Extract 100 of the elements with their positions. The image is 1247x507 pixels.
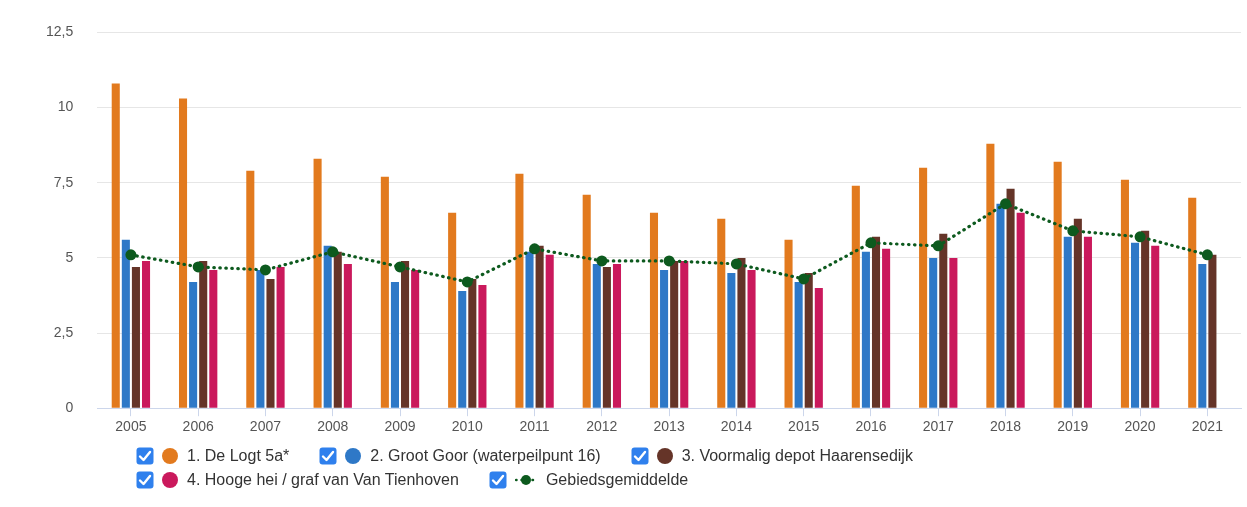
x-tick-label: 2020 — [1124, 418, 1156, 435]
bar — [178, 98, 188, 408]
bar — [1016, 212, 1025, 408]
bar — [1208, 254, 1217, 408]
bar — [323, 245, 332, 408]
bar — [1120, 179, 1129, 408]
legend-label: 1. De Logt 5a* — [187, 447, 290, 465]
bar — [525, 251, 534, 408]
bar — [199, 260, 208, 408]
bar — [448, 212, 457, 408]
point — [798, 273, 810, 285]
bar — [468, 278, 477, 408]
bar — [737, 257, 746, 408]
bar — [804, 272, 813, 408]
point — [596, 255, 608, 267]
bar — [535, 245, 544, 408]
point — [259, 264, 271, 276]
x-tick-label: 2018 — [989, 418, 1022, 435]
bar — [602, 266, 611, 408]
point — [1067, 225, 1079, 237]
point — [125, 249, 137, 261]
bar — [592, 263, 601, 408]
x-tick-label: 2007 — [249, 418, 282, 435]
x-tick-label: 2009 — [384, 418, 416, 435]
bar — [784, 239, 793, 408]
legend-label: 2. Groot Goor (waterpeilpunt 16) — [370, 447, 601, 465]
bar — [861, 251, 870, 408]
y-tick-label: 12,5 — [46, 23, 74, 40]
bar — [1006, 188, 1015, 408]
bar — [949, 257, 958, 408]
bar — [882, 248, 891, 408]
x-tick-label: 2008 — [317, 418, 349, 435]
bar — [794, 281, 803, 408]
bar — [747, 269, 756, 408]
bar — [727, 272, 736, 408]
x-tick-label: 2010 — [451, 418, 484, 435]
x-tick-label: 2011 — [519, 418, 550, 435]
bar — [1131, 242, 1140, 408]
point — [461, 276, 473, 288]
bar — [851, 185, 860, 408]
point — [865, 237, 877, 249]
x-tick-label: 2013 — [653, 418, 685, 435]
x-tick-label: 2015 — [788, 418, 820, 435]
point — [327, 246, 339, 258]
x-tick-label: 2006 — [182, 418, 214, 435]
bar — [919, 167, 928, 408]
bar — [1063, 236, 1072, 408]
bar — [313, 158, 322, 408]
point — [1134, 231, 1146, 243]
point — [730, 258, 742, 270]
bar — [131, 266, 140, 408]
point — [529, 243, 541, 255]
bar — [343, 263, 352, 408]
x-tick-label: 2016 — [855, 418, 887, 435]
point — [932, 240, 944, 252]
bar — [515, 173, 524, 408]
x-tick-label: 2005 — [115, 418, 147, 435]
y-tick-label: 10 — [57, 98, 74, 115]
y-tick-label: 5 — [65, 248, 74, 265]
point — [192, 261, 204, 273]
bar — [189, 281, 198, 408]
bar — [1151, 245, 1160, 408]
point — [394, 261, 406, 273]
bar — [649, 212, 659, 408]
bar — [1073, 218, 1082, 408]
bar — [670, 260, 679, 408]
y-tick-label: 0 — [65, 399, 74, 416]
bar — [141, 260, 151, 408]
x-tick-label: 2019 — [1057, 418, 1089, 435]
bar — [717, 218, 726, 408]
y-tick-label: 7,5 — [53, 173, 74, 190]
bar — [986, 143, 995, 408]
bar — [256, 269, 265, 408]
bar — [390, 281, 399, 408]
x-tick-label: 2014 — [720, 418, 753, 435]
x-tick-label: 2017 — [922, 418, 955, 435]
bar — [401, 260, 410, 408]
legend-label: 4. Hooge hei / graf van Van Tienhoven — [187, 471, 459, 489]
bar — [411, 269, 420, 408]
bar — [929, 257, 938, 408]
bar — [680, 260, 689, 408]
bar — [1053, 161, 1062, 408]
bar — [871, 236, 881, 408]
bar — [939, 233, 948, 408]
point — [1000, 198, 1012, 210]
y-tick-label: 2,5 — [53, 323, 74, 340]
bar — [996, 203, 1005, 408]
bar — [612, 263, 622, 408]
bar — [1188, 197, 1197, 408]
bar — [121, 239, 130, 408]
legend-label: 3. Voormalig depot Haarensedijk — [681, 447, 913, 465]
bar — [1083, 236, 1092, 408]
bar — [478, 284, 487, 408]
x-tick-label: 2012 — [586, 418, 618, 435]
bar — [266, 278, 275, 408]
bar — [545, 254, 554, 408]
bar — [814, 287, 823, 408]
point — [1201, 249, 1213, 261]
bar — [660, 269, 669, 408]
bar — [333, 251, 342, 408]
